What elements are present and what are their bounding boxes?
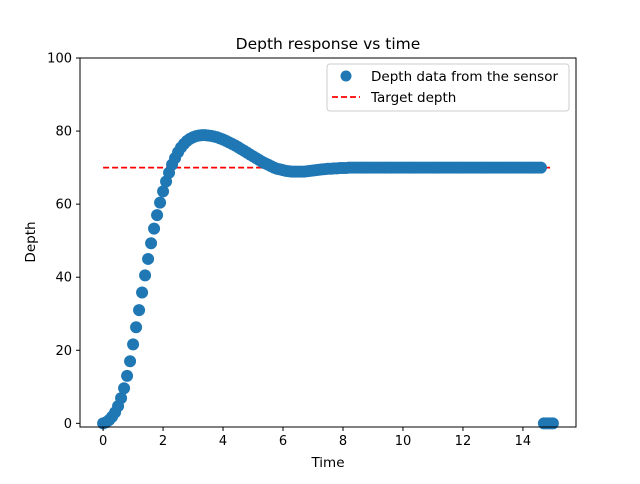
y-tick-label: 20 (55, 344, 72, 359)
sensor-data-point (534, 161, 547, 174)
sensor-data-point (145, 237, 158, 250)
sensor-data-point (154, 196, 167, 209)
sensor-data-point (157, 185, 170, 198)
sensor-data-point (142, 252, 155, 265)
legend-label-sensor: Depth data from the sensor (371, 69, 558, 85)
y-tick-label: 40 (55, 271, 72, 286)
sensor-data-point (546, 417, 559, 430)
x-tick-label: 10 (395, 434, 412, 449)
legend-frame (326, 63, 570, 112)
plot-data-layer (97, 129, 559, 430)
x-tick-label: 0 (99, 434, 107, 449)
legend-marker-sensor (340, 70, 352, 82)
x-tick-label: 8 (339, 434, 347, 449)
chart-title: Depth response vs time (236, 35, 421, 53)
legend-label-target: Target depth (370, 90, 456, 106)
legend: Depth data from the sensor Target depth (326, 63, 570, 112)
sensor-data-point (124, 355, 137, 368)
sensor-data-point (133, 304, 146, 317)
y-tick-label: 60 (55, 198, 72, 213)
x-tick-label: 6 (279, 434, 287, 449)
sensor-data-point (127, 338, 140, 351)
axis-ticks: 0 2 4 6 8 10 12 14 0 20 40 60 80 100 (47, 52, 531, 450)
x-tick-label: 4 (219, 434, 227, 449)
y-axis-label: Depth (23, 221, 39, 262)
y-tick-label: 0 (64, 417, 72, 432)
sensor-data-point (130, 321, 143, 334)
x-tick-label: 14 (515, 434, 532, 449)
x-tick-label: 2 (159, 434, 167, 449)
sensor-data-point (151, 209, 164, 222)
sensor-data-point (115, 392, 128, 405)
x-tick-label: 12 (455, 434, 472, 449)
sensor-data-point (148, 222, 161, 235)
x-axis-label: Time (310, 455, 344, 471)
sensor-data-point (121, 369, 134, 382)
sensor-data-point (139, 269, 152, 282)
sensor-data-point (136, 286, 149, 299)
y-tick-label: 80 (55, 125, 72, 140)
y-tick-label: 100 (47, 52, 72, 67)
sensor-data-point (118, 382, 131, 395)
plot-frame (79, 57, 577, 428)
